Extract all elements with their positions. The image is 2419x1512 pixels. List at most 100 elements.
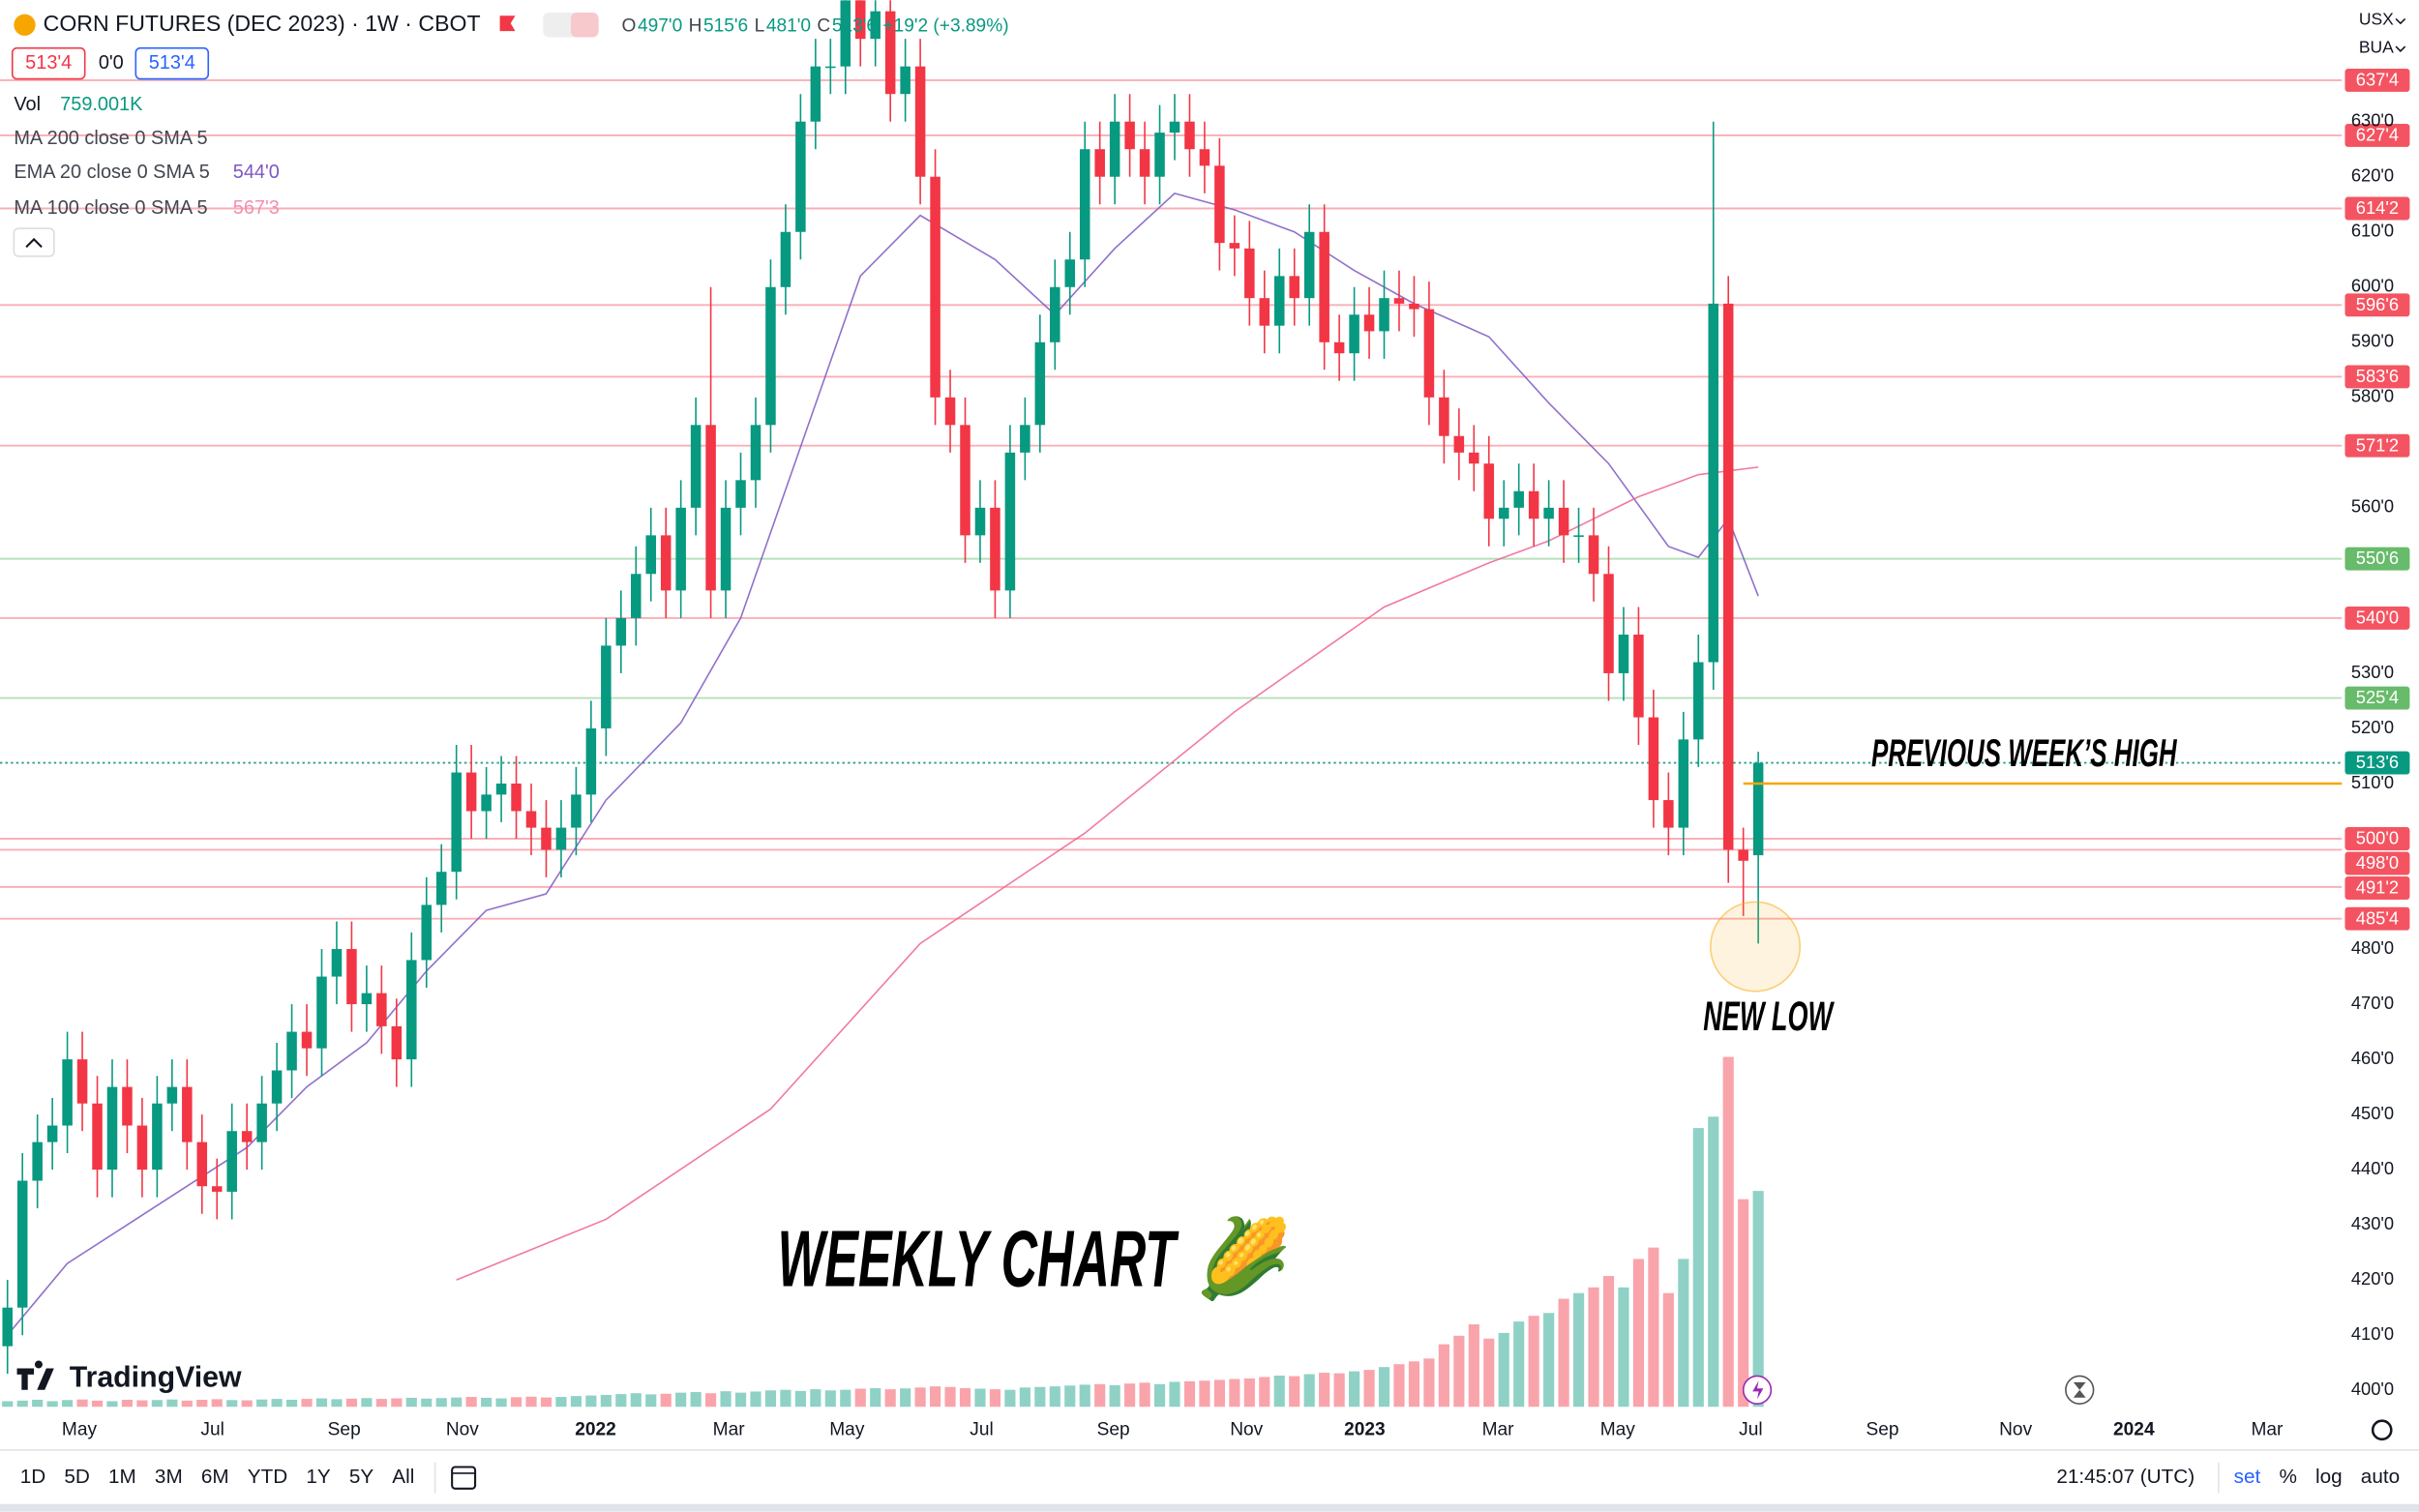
price-tag-label: 596'6 — [2356, 294, 2399, 314]
range-button[interactable]: 1Y — [306, 1466, 331, 1488]
range-button[interactable]: 1D — [20, 1466, 46, 1488]
volume-bar — [630, 1393, 642, 1408]
price-tag — [2344, 686, 2410, 710]
candle-body — [1558, 507, 1569, 536]
event-glyph — [1752, 1380, 1764, 1400]
candle-body — [1543, 507, 1554, 519]
volume-bar — [1468, 1324, 1479, 1408]
price-tag-label: 571'2 — [2356, 434, 2399, 455]
range-button[interactable]: 3M — [155, 1466, 183, 1488]
ohlc-key: H — [689, 15, 702, 36]
currency[interactable]: USX — [2359, 10, 2394, 29]
volume-bar — [1408, 1361, 1420, 1408]
x-tick-label: May — [829, 1419, 865, 1439]
candle-body — [705, 425, 716, 591]
scale-option[interactable]: % — [2279, 1466, 2296, 1488]
candle-body — [1079, 149, 1090, 260]
x-tick-label: Sep — [328, 1419, 361, 1439]
volume-bar — [884, 1389, 896, 1408]
candle-body — [1124, 121, 1135, 150]
symbol-icon — [14, 14, 36, 36]
range-button[interactable]: 1M — [108, 1466, 136, 1488]
session-icon[interactable] — [2065, 1375, 2095, 1405]
candle-body — [1588, 535, 1599, 575]
buy-price: 513'4 — [149, 52, 195, 74]
flag-icon[interactable] — [499, 15, 516, 32]
volume-bar — [1229, 1379, 1240, 1408]
price-tag-label: 525'4 — [2356, 687, 2399, 707]
button[interactable] — [570, 13, 599, 38]
price-tag-label: 500'0 — [2356, 828, 2399, 848]
calendar-icon[interactable] — [451, 1466, 477, 1490]
x-tick-label: Sep — [1866, 1419, 1898, 1439]
range-button[interactable]: 5D — [64, 1466, 90, 1488]
collapse-button[interactable] — [13, 227, 55, 257]
volume-bar — [2, 1401, 14, 1408]
volume-bar — [1662, 1292, 1674, 1408]
ohlc-key: L — [755, 15, 765, 36]
volume-bar — [1319, 1373, 1330, 1408]
range-button[interactable]: YTD — [248, 1466, 287, 1488]
volume-bar — [1378, 1367, 1390, 1408]
tradingview-logo: TradingView — [16, 1360, 242, 1394]
candle-body — [1363, 314, 1375, 332]
volume-bar — [1349, 1371, 1360, 1408]
volume-bar — [1692, 1128, 1704, 1408]
volume-bar — [285, 1399, 298, 1408]
logo-mark — [16, 1360, 54, 1390]
candle-body — [810, 66, 821, 122]
volume-bar — [824, 1390, 836, 1408]
price-tag — [2344, 751, 2410, 775]
candle-body — [1423, 309, 1435, 398]
settings-icon[interactable] — [2371, 1419, 2393, 1441]
candle-body — [1139, 149, 1150, 177]
candle-body — [1693, 662, 1704, 740]
unit[interactable]: BUA — [2359, 37, 2394, 56]
candle-body — [122, 1086, 133, 1126]
candle-body — [1004, 452, 1016, 591]
x-tick-label: 2022 — [575, 1419, 616, 1439]
y-tick-label: 480'0 — [2351, 937, 2394, 958]
volume-bar — [1019, 1387, 1030, 1408]
ohlc-key: O — [622, 15, 637, 36]
volume-bar — [121, 1399, 134, 1408]
annotation-weekly-chart: WEEKLY CHART — [778, 1214, 1180, 1304]
x-tick-label: Jul — [970, 1419, 993, 1439]
candle-body — [16, 1180, 28, 1308]
candle-body — [1513, 490, 1524, 508]
volume-bar — [1678, 1259, 1689, 1408]
volume-bar — [1752, 1191, 1764, 1408]
symbol-title[interactable]: CORN FUTURES (DEC 2023) · 1W · CBOT — [44, 11, 481, 36]
scale-option[interactable]: auto — [2361, 1466, 2400, 1488]
x-tick-label: 2024 — [2113, 1419, 2155, 1439]
price-tag — [2344, 851, 2410, 875]
candle-body — [555, 827, 567, 850]
ohlc-key: C — [817, 15, 830, 36]
buy-box[interactable] — [134, 46, 210, 80]
volume-bar — [1558, 1298, 1569, 1408]
candle-body — [1498, 507, 1509, 519]
volume-bar — [764, 1390, 777, 1408]
x-tick-label: Mar — [2251, 1419, 2284, 1439]
volume-bar — [136, 1400, 148, 1408]
legend-ma100-value: 567'3 — [233, 197, 280, 219]
candle-body — [301, 1031, 313, 1049]
range-button[interactable]: All — [392, 1466, 414, 1488]
candle-body — [152, 1103, 163, 1171]
range-button[interactable]: 5Y — [349, 1466, 374, 1488]
range-button[interactable]: 6M — [201, 1466, 229, 1488]
plot: 637'4 627'4 614'2 596'6 583'6 571'2 550'6 540'0… — [0, 0, 2410, 1439]
y-tick-label: 460'0 — [2351, 1048, 2394, 1068]
sell-box[interactable] — [11, 46, 86, 80]
candle-body — [1528, 490, 1539, 519]
volume-bar — [1079, 1384, 1090, 1408]
scale-option[interactable]: log — [2315, 1466, 2343, 1488]
clock[interactable]: 21:45:07 (UTC) — [2056, 1466, 2195, 1488]
candle-body — [316, 976, 327, 1049]
price-tag — [2344, 293, 2410, 317]
scale-option[interactable]: set — [2234, 1466, 2261, 1488]
volume-bar — [1139, 1382, 1150, 1408]
candle-body — [511, 783, 522, 812]
